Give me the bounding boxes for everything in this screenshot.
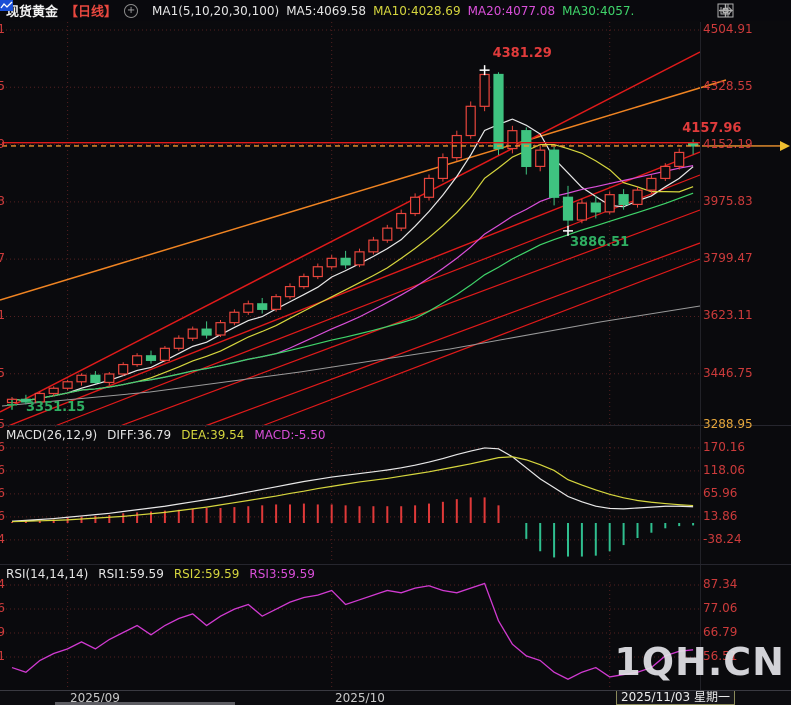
left-axis-clipped-label: 9 — [0, 625, 5, 639]
horizontal-scrollbar-thumb[interactable] — [55, 702, 235, 705]
x-tick-september: 2025/09 — [70, 691, 120, 705]
left-axis-clipped-label: 5 — [0, 79, 5, 94]
y-axis-label: 65.96 — [703, 485, 738, 500]
period-label[interactable]: 【日线】 — [65, 5, 118, 20]
ma-settings-label[interactable]: MA1(5,10,20,30,100) — [152, 3, 280, 18]
ma30-value: MA30:4057. — [562, 3, 635, 18]
left-axis-clipped-label: 6 — [0, 439, 5, 454]
y-axis-label: 66.79 — [703, 625, 738, 639]
rsi3-value: RSI3:59.59 — [249, 567, 315, 581]
left-axis-clipped-label: 1 — [0, 649, 5, 664]
axis-divider — [700, 22, 701, 690]
panel-divider — [0, 564, 791, 565]
left-axis-clipped-label: 6 — [0, 462, 5, 477]
y-axis-label: 4152.19 — [703, 136, 753, 151]
left-axis-clipped-label: 6 — [0, 601, 5, 615]
ma5-value: MA5:4069.58 — [286, 3, 367, 18]
y-axis-label: 13.86 — [703, 508, 738, 523]
left-axis-clipped-label: 7 — [0, 251, 5, 266]
watermark: 1QH.CN — [614, 640, 785, 684]
y-axis-label: 3799.47 — [703, 251, 753, 266]
left-axis-clipped-label: 5 — [0, 417, 5, 431]
left-axis-clipped-label: 3 — [0, 193, 5, 208]
swing-low-label: 3886.51 — [570, 234, 630, 250]
y-axis-label: 3446.75 — [703, 365, 753, 380]
low-label: 3351.15 — [26, 399, 86, 415]
y-axis-label: 3623.11 — [703, 308, 753, 323]
chart-header: 现货黄金 【日线】 + MA1(5,10,20,30,100) MA5:4069… — [0, 0, 791, 21]
macd-diff-value: DIFF:36.79 — [107, 428, 172, 442]
y-axis-label: 118.06 — [703, 462, 745, 477]
y-axis-label: 56.51 — [703, 649, 738, 664]
left-axis-clipped-label: 4 — [0, 577, 5, 591]
rsi-legend: RSI(14,14,14) RSI1:59.59 RSI2:59.59 RSI3… — [6, 567, 315, 581]
y-axis-label: -38.24 — [703, 531, 742, 546]
time-axis: 2025/09 2025/10 2025/11/03 星期一 — [0, 690, 791, 705]
y-axis-label: 77.06 — [703, 601, 738, 615]
current-date-badge: 2025/11/03 星期一 — [616, 690, 735, 705]
left-axis-clipped-label: 1 — [0, 308, 5, 323]
y-axis-label: 87.34 — [703, 577, 738, 591]
left-axis-clipped-label: 6 — [0, 508, 5, 523]
rsi2-value: RSI2:59.59 — [173, 567, 240, 581]
add-indicator-icon[interactable]: + — [124, 3, 139, 18]
left-axis-clipped-label: 9 — [0, 136, 5, 151]
panel-divider — [0, 425, 791, 426]
macd-dea-value: DEA:39.54 — [181, 428, 245, 442]
left-axis-clipped-label: 6 — [0, 485, 5, 500]
axis-divider — [0, 690, 791, 691]
y-axis-label: 3288.95 — [703, 417, 753, 431]
rsi1-value: RSI1:59.59 — [98, 567, 164, 581]
instrument-title: 现货黄金 — [6, 5, 59, 20]
rsi-params[interactable]: RSI(14,14,14) — [6, 567, 89, 581]
macd-legend: MACD(26,12,9) DIFF:36.79 DEA:39.54 MACD:… — [6, 428, 325, 442]
left-axis-clipped-label: 4 — [0, 531, 5, 546]
left-axis-clipped-label: 5 — [0, 365, 5, 380]
y-axis-label: 4328.55 — [703, 79, 753, 94]
y-axis-label: 170.16 — [703, 439, 745, 454]
macd-value: MACD:-5.50 — [254, 428, 326, 442]
macd-params[interactable]: MACD(26,12,9) — [6, 428, 98, 442]
x-tick-october: 2025/10 — [335, 691, 385, 705]
y-axis-label: 3975.83 — [703, 193, 753, 208]
ma20-value: MA20:4077.08 — [467, 3, 556, 18]
ma10-value: MA10:4028.69 — [373, 3, 461, 18]
resistance-label: 4157.96 — [682, 120, 742, 136]
y-axis-label: 4504.91 — [703, 22, 753, 36]
high-label: 4381.29 — [492, 46, 552, 62]
left-axis-clipped-label: 1 — [0, 22, 5, 36]
